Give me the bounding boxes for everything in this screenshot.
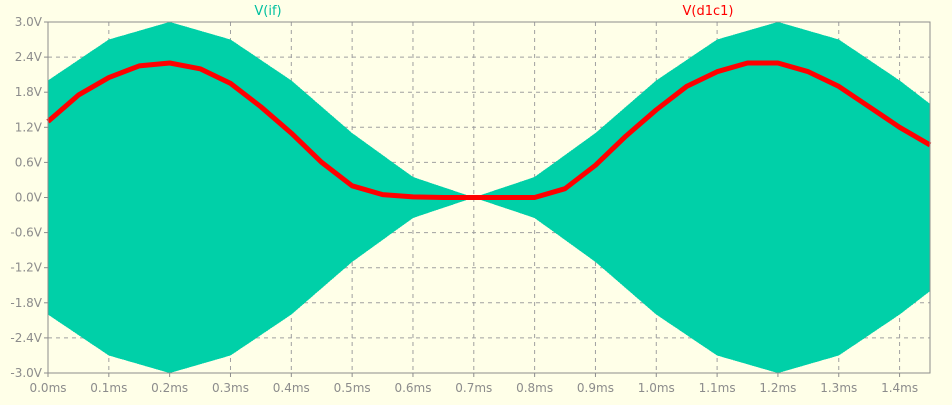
y-tick-label: -1.2V (10, 261, 42, 275)
x-tick-label: 1.2ms (759, 381, 796, 395)
x-tick-label: 0.8ms (516, 381, 553, 395)
x-tick-label: 0.6ms (394, 381, 431, 395)
legend-vif: V(if) (254, 4, 281, 19)
legend-vd1c1: V(d1c1) (683, 4, 734, 19)
y-tick-label: 1.8V (15, 85, 43, 99)
x-tick-label: 0.3ms (212, 381, 249, 395)
x-tick-label: 0.2ms (151, 381, 188, 395)
y-axis-ticks: 3.0V 2.4V 1.8V 1.2V 0.6V 0.0V -0.6V -1.2V -1.8V -… (10, 15, 48, 380)
x-tick-label: 0.1ms (90, 381, 127, 395)
traces (46, 22, 932, 373)
x-tick-label: 1.0ms (638, 381, 675, 395)
x-tick-label: 1.1ms (699, 381, 736, 395)
y-tick-label: 0.0V (15, 191, 43, 205)
y-tick-label: -1.8V (10, 296, 42, 310)
y-tick-label: 2.4V (15, 50, 43, 64)
x-tick-label: 1.3ms (820, 381, 857, 395)
x-tick-label: 0.5ms (334, 381, 371, 395)
y-tick-label: 0.6V (15, 155, 43, 169)
y-tick-label: 3.0V (15, 15, 43, 29)
x-tick-label: 0.0ms (29, 381, 66, 395)
x-tick-label: 0.4ms (273, 381, 310, 395)
y-tick-label: -2.4V (10, 331, 42, 345)
y-tick-label: -3.0V (10, 366, 42, 380)
y-tick-label: -0.6V (10, 226, 42, 240)
y-tick-label: 1.2V (15, 120, 43, 134)
x-axis-ticks: 0.0ms 0.1ms 0.2ms 0.3ms 0.4ms 0.5ms 0.6ms 0.7ms… (29, 373, 918, 395)
x-tick-label: 0.7ms (455, 381, 492, 395)
series-vd1c1-line (46, 60, 932, 200)
x-tick-label: 1.4ms (881, 381, 918, 395)
x-tick-label: 0.9ms (577, 381, 614, 395)
